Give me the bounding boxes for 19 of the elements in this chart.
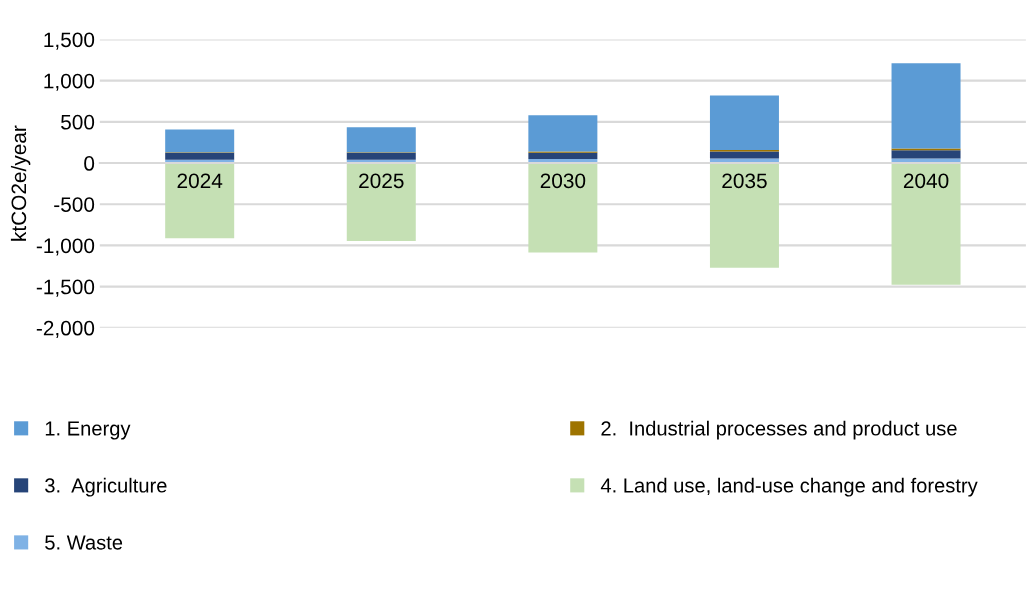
- y-tick-label: 1,000: [44, 73, 95, 91]
- x-tick-label: 2040: [903, 173, 949, 189]
- y-tick-label: 500: [61, 114, 95, 130]
- y-tick-label: 0: [84, 156, 95, 171]
- x-tick-label: 2024: [177, 173, 223, 189]
- y-tick-label: -2,000: [36, 320, 95, 338]
- legend-label: 5. Waste: [45, 535, 123, 550]
- y-tick-label: -500: [54, 197, 95, 212]
- x-tick-label: 2030: [540, 173, 586, 189]
- y-tick-label: -1,000: [36, 238, 95, 256]
- y-tick-label: -1,500: [36, 279, 95, 297]
- legend-label: 4. Land use, land-use change and forestry: [600, 477, 978, 497]
- y-tick-label: 1,500: [44, 32, 95, 50]
- x-tick-label: 2025: [359, 173, 404, 189]
- y-axis-title: ktCO2e/year: [10, 125, 31, 241]
- x-tick-label: 2035: [722, 173, 767, 189]
- legend-label: 2. Industrial processes and product use: [601, 420, 957, 440]
- legend-label: 3. Agriculture: [45, 477, 167, 497]
- legend-label: 1. Energy: [45, 421, 131, 440]
